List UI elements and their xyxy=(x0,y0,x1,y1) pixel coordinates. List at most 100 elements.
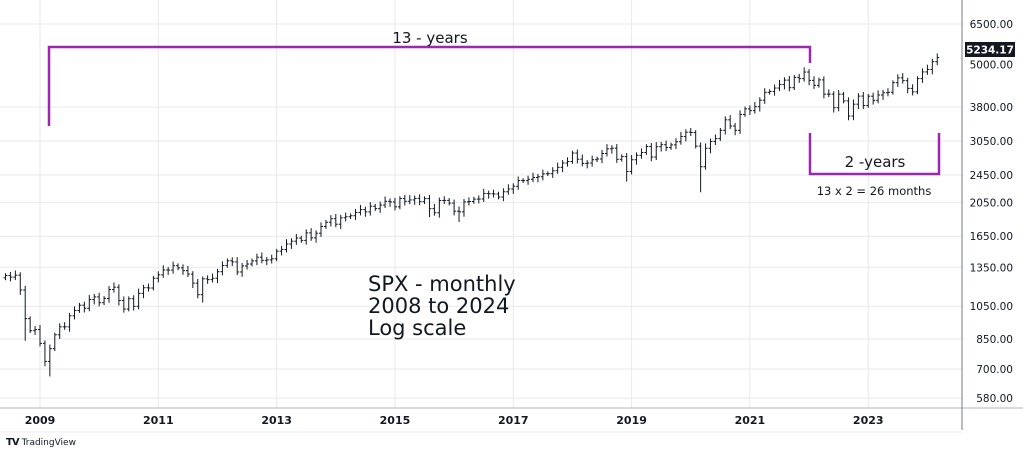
ohlc-bar xyxy=(294,233,299,245)
ohlc-bar xyxy=(107,286,112,303)
ohlc-bar xyxy=(846,97,851,121)
chart-note-line-1: SPX - monthly xyxy=(368,272,516,296)
y-tick-label: 3050.00 xyxy=(970,136,1013,148)
ohlc-bar xyxy=(826,89,831,98)
ohlc-bar xyxy=(501,188,506,202)
ohlc-bar xyxy=(131,295,136,311)
ohlc-bar xyxy=(185,265,190,278)
ohlc-bar xyxy=(309,228,314,241)
ohlc-bar xyxy=(708,138,713,154)
ohlc-bar xyxy=(33,326,38,335)
ohlc-bar xyxy=(555,162,560,174)
ohlc-bar xyxy=(67,312,72,332)
y-tick-label: 2450.00 xyxy=(970,170,1013,182)
ohlc-bar xyxy=(422,196,427,204)
ohlc-bar xyxy=(319,222,324,237)
ohlc-bar xyxy=(821,76,826,99)
ohlc-bar xyxy=(683,129,688,142)
ohlc-bar xyxy=(481,188,486,202)
ohlc-bar xyxy=(816,77,821,88)
ohlc-bar xyxy=(378,201,383,213)
ohlc-bar xyxy=(461,198,466,217)
ohlc-bar xyxy=(343,212,348,222)
ohlc-bar xyxy=(831,91,836,113)
ohlc-bar xyxy=(526,175,531,185)
ohlc-bar xyxy=(930,58,935,75)
ohlc-bar xyxy=(249,258,254,267)
ohlc-bar xyxy=(442,196,447,205)
price-axis[interactable]: 6500.00 5000.00 3800.00 3050.00 2450.00 2050.… xyxy=(970,19,1013,405)
grid xyxy=(0,0,1023,433)
ohlc-bar xyxy=(723,116,728,135)
ohlc-bar xyxy=(264,256,269,266)
ohlc-bar xyxy=(654,141,659,161)
ohlc-bar xyxy=(126,296,131,312)
ohlc-bar xyxy=(166,267,171,275)
ohlc-bar xyxy=(777,79,782,92)
x-tick-label: 2021 xyxy=(735,414,766,427)
ohlc-bar xyxy=(895,74,900,87)
ohlc-bar xyxy=(220,261,225,276)
ohlc-bar xyxy=(866,93,871,108)
footer[interactable]: TV TradingView xyxy=(6,437,76,448)
time-axis[interactable]: 2009 2011 2013 2015 2017 2019 2021 2023 xyxy=(25,414,884,427)
ohlc-bar xyxy=(447,198,452,206)
ohlc-bar xyxy=(205,275,210,284)
ohlc-bar xyxy=(757,97,762,112)
x-tick-label: 2011 xyxy=(143,414,174,427)
ohlc-bar xyxy=(738,110,743,134)
ohlc-bar xyxy=(664,140,669,152)
ohlc-bar xyxy=(476,195,481,204)
ohlc-bar xyxy=(289,238,294,249)
ohlc-bar xyxy=(802,67,807,82)
chart-note-line-3: Log scale xyxy=(368,316,466,340)
ohlc-bar xyxy=(910,84,915,96)
ohlc-bar xyxy=(42,340,47,367)
ohlc-bar xyxy=(718,127,723,141)
ohlc-bar xyxy=(225,258,230,268)
ohlc-bar xyxy=(575,149,580,164)
ohlc-bar xyxy=(673,138,678,150)
ohlc-bar xyxy=(797,73,802,83)
ohlc-bar xyxy=(812,76,817,89)
y-tick-label: 580.00 xyxy=(976,393,1013,405)
bracket-13-years xyxy=(47,45,812,126)
ohlc-bar xyxy=(432,203,437,216)
ohlc-bar xyxy=(792,75,797,91)
ohlc-bar xyxy=(841,91,846,104)
ohlc-bar xyxy=(600,149,605,164)
ohlc-bar xyxy=(215,268,220,284)
ohlc-bar xyxy=(136,288,141,310)
ohlc-bar xyxy=(72,306,77,320)
ohlc-bar xyxy=(629,155,634,175)
ohlc-bar xyxy=(323,219,328,229)
chart[interactable]: 6500.00 5000.00 3800.00 3050.00 2450.00 2050.… xyxy=(0,0,1023,437)
ohlc-bar xyxy=(13,270,18,281)
ohlc-bar xyxy=(57,323,62,340)
x-tick-label: 2009 xyxy=(25,414,56,427)
ohlc-bar xyxy=(82,301,87,313)
last-price-label: 5234.17 xyxy=(966,45,1014,57)
ohlc-bar xyxy=(156,271,161,283)
ohlc-bar xyxy=(353,208,358,220)
ohlc-bar xyxy=(545,171,550,177)
ohlc-bar xyxy=(121,296,126,313)
ohlc-bar xyxy=(900,73,905,84)
bracket-2-years-label: 2 -years xyxy=(845,153,906,171)
ohlc-bar xyxy=(856,93,861,110)
ohlc-bar xyxy=(876,90,881,104)
ohlc-bar xyxy=(604,144,609,157)
ohlc-bar xyxy=(560,160,565,173)
ohlc-bar xyxy=(328,215,333,227)
x-tick-label: 2013 xyxy=(261,414,292,427)
ohlc-bar xyxy=(644,144,649,155)
ohlc-bar xyxy=(609,145,614,154)
ohlc-bar xyxy=(62,322,67,330)
ohlc-bar xyxy=(77,302,82,313)
ohlc-bar xyxy=(752,101,757,114)
ohlc-bar xyxy=(383,196,388,209)
ohlc-bar xyxy=(890,80,895,95)
ohlc-bar xyxy=(881,89,886,100)
ohlc-bar xyxy=(580,154,585,167)
y-tick-label: 2050.00 xyxy=(970,198,1013,210)
